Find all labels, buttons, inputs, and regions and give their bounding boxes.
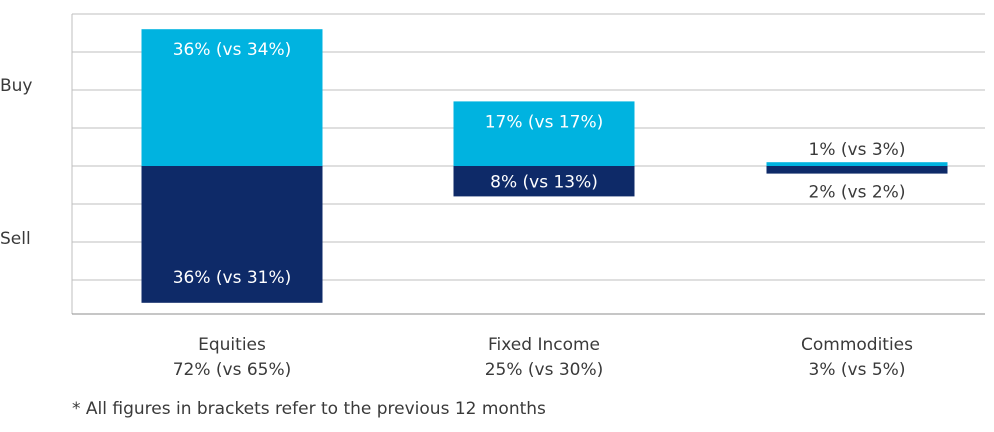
- category-total: 72% (vs 65%): [172, 360, 292, 380]
- bar-labels: 36% (vs 34%) 36% (vs 31%) 17% (vs 17%) 8% (…: [173, 40, 906, 288]
- bar-label-buy: 36% (vs 34%): [173, 40, 292, 60]
- bar-label-sell: 8% (vs 13%): [490, 172, 598, 192]
- category-fixed-income: Fixed Income 25% (vs 30%): [424, 333, 664, 383]
- category-label: Equities: [198, 335, 266, 355]
- bar-sell: [141, 166, 323, 303]
- bar-label-buy: 17% (vs 17%): [485, 112, 604, 132]
- category-commodities: Commodities 3% (vs 5%): [737, 333, 977, 383]
- category-total: 3% (vs 5%): [808, 360, 906, 380]
- bar-label-sell: 36% (vs 31%): [173, 268, 292, 288]
- bar-sell: [453, 166, 635, 197]
- bar-buy: [453, 101, 635, 166]
- bar-buy: [766, 162, 948, 166]
- bars: [141, 29, 948, 303]
- bar-sell: [766, 166, 948, 174]
- category-label: Fixed Income: [487, 335, 600, 355]
- category-total: 25% (vs 30%): [484, 360, 604, 380]
- bar-buy: [141, 29, 323, 167]
- category-label: Commodities: [800, 335, 913, 355]
- bar-label-sell: 2% (vs 2%): [809, 183, 906, 203]
- bar-label-buy: 1% (vs 3%): [809, 140, 906, 160]
- footnote: * All figures in brackets refer to the p…: [72, 399, 546, 419]
- sell-axis-label: Sell: [0, 229, 31, 249]
- buy-axis-label: Buy: [0, 76, 33, 96]
- category-equities: Equities 72% (vs 65%): [112, 333, 352, 383]
